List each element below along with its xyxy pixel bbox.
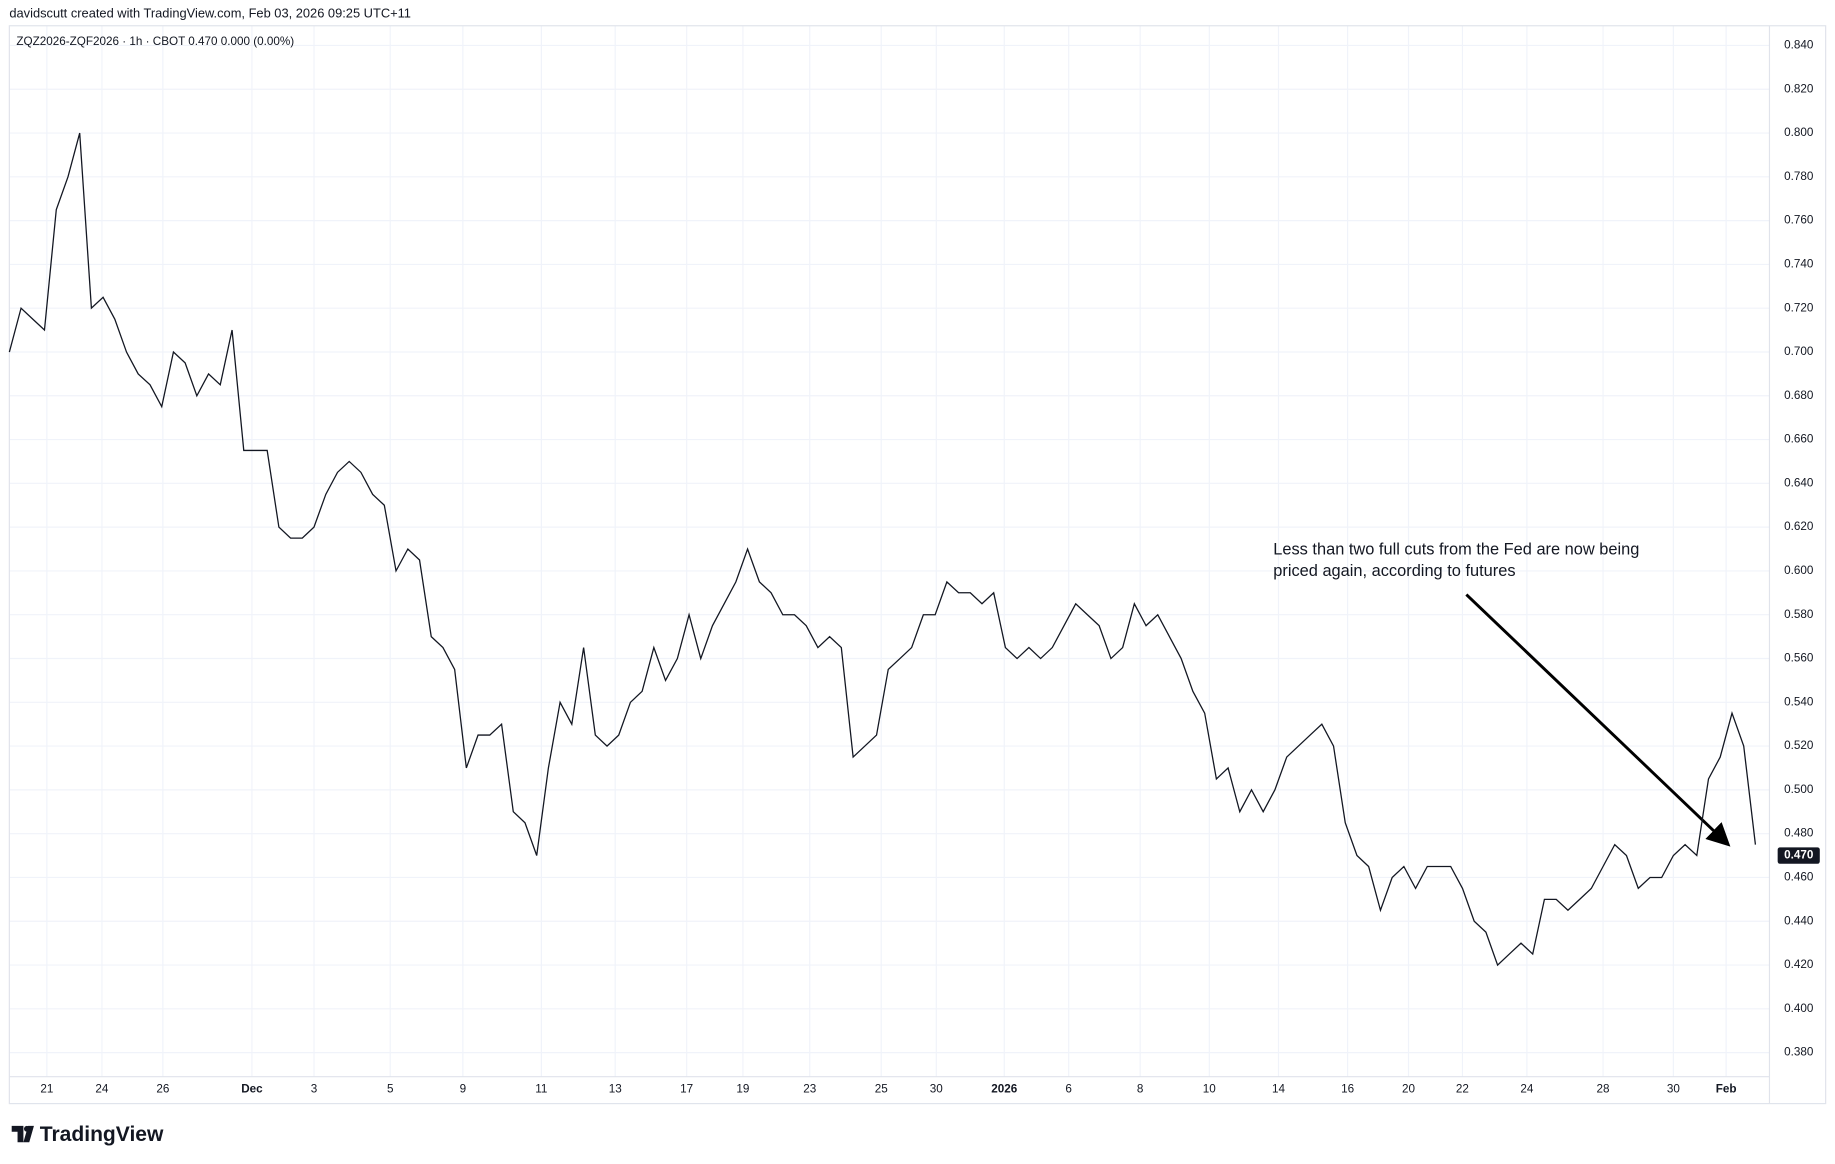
y-tick-label: 0.840 (1784, 39, 1814, 52)
y-tick-label: 0.780 (1784, 170, 1814, 183)
x-tick-label: 10 (1203, 1083, 1216, 1096)
chart-title: ZQZ2026-ZQF2026 · 1h · CBOT 0.470 0.000 … (16, 35, 294, 48)
price-line (8, 132, 1757, 967)
x-tick-label: 8 (1137, 1083, 1144, 1096)
annotation-arrow (1465, 593, 1731, 847)
y-tick-label: 0.540 (1784, 695, 1814, 708)
y-tick-label: 0.500 (1784, 783, 1814, 796)
x-tick-label: 26 (156, 1083, 169, 1096)
x-tick-label: 25 (875, 1083, 888, 1096)
x-tick-label: 17 (680, 1083, 693, 1096)
x-tick-label: 22 (1456, 1083, 1469, 1096)
y-tick-label: 0.560 (1784, 652, 1814, 665)
x-tick-label: 20 (1402, 1083, 1415, 1096)
x-tick-label: 21 (40, 1083, 53, 1096)
last-price-label: 0.470 (1784, 849, 1814, 862)
y-tick-label: 0.400 (1784, 1002, 1814, 1015)
x-tick-label: 30 (1667, 1083, 1680, 1096)
y-tick-label: 0.420 (1784, 958, 1814, 971)
annotation-box: Less than two full cuts from the Fed are… (1273, 539, 1640, 580)
y-tick-label: 0.660 (1784, 433, 1814, 446)
x-tick-label: 30 (930, 1083, 943, 1096)
x-tick-label: 2026 (991, 1083, 1017, 1096)
y-tick-label: 0.480 (1784, 827, 1814, 840)
x-tick-label: 14 (1272, 1083, 1285, 1096)
y-tick-label: 0.520 (1784, 739, 1814, 752)
y-tick-label: 0.440 (1784, 914, 1814, 927)
x-tick-label: 11 (535, 1083, 547, 1096)
y-tick-label: 0.580 (1784, 608, 1814, 621)
y-tick-label: 0.760 (1784, 214, 1814, 227)
x-tick-label: 24 (95, 1083, 108, 1096)
x-tick-label: 3 (311, 1083, 318, 1096)
x-tick-label: 9 (460, 1083, 467, 1096)
y-tick-label: 0.380 (1784, 1046, 1814, 1059)
x-tick-label: 28 (1597, 1083, 1610, 1096)
footer-brand: TradingView (40, 1123, 164, 1146)
y-tick-label: 0.820 (1784, 82, 1814, 95)
y-tick-label: 0.620 (1784, 520, 1814, 533)
y-tick-label: 0.460 (1784, 871, 1814, 884)
y-tick-label: 0.740 (1784, 257, 1814, 270)
x-tick-label: 24 (1520, 1083, 1533, 1096)
y-tick-label: 0.600 (1784, 564, 1814, 577)
y-tick-label: 0.640 (1784, 476, 1814, 489)
x-tick-label: 13 (609, 1083, 622, 1096)
x-tick-label: 19 (736, 1083, 749, 1096)
x-tick-label: Dec (241, 1083, 263, 1096)
logo (11, 1125, 34, 1143)
x-tick-label: 5 (387, 1083, 394, 1096)
y-tick-label: 0.680 (1784, 389, 1814, 402)
x-tick-label: 23 (803, 1083, 816, 1096)
annotation: Less than two full cuts from the Fed are… (1273, 539, 1640, 580)
y-tick-label: 0.800 (1784, 126, 1814, 139)
y-tick-label: 0.720 (1784, 301, 1814, 314)
frame (8, 25, 1827, 1105)
header: davidscutt created with TradingView.com,… (9, 5, 411, 20)
x-tick-label: 16 (1341, 1083, 1354, 1096)
y-tick-label: 0.700 (1784, 345, 1814, 358)
x-tick-label: 6 (1065, 1083, 1072, 1096)
x-tick-label: Feb (1716, 1083, 1737, 1096)
last-price-box (1777, 847, 1820, 864)
